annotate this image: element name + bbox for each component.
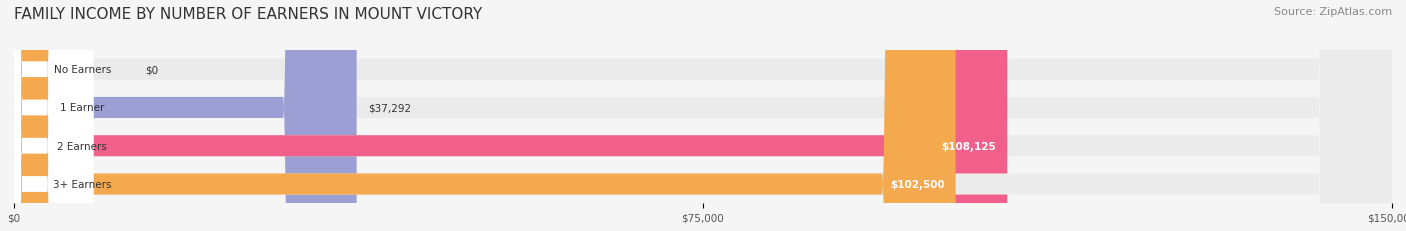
FancyBboxPatch shape (0, 0, 93, 231)
Text: No Earners: No Earners (53, 65, 111, 75)
FancyBboxPatch shape (0, 0, 93, 231)
Text: 3+ Earners: 3+ Earners (53, 179, 111, 189)
FancyBboxPatch shape (0, 0, 93, 231)
Text: $37,292: $37,292 (367, 103, 411, 113)
Text: Source: ZipAtlas.com: Source: ZipAtlas.com (1274, 7, 1392, 17)
Text: $102,500: $102,500 (890, 179, 945, 189)
Text: FAMILY INCOME BY NUMBER OF EARNERS IN MOUNT VICTORY: FAMILY INCOME BY NUMBER OF EARNERS IN MO… (14, 7, 482, 22)
FancyBboxPatch shape (14, 0, 1392, 231)
FancyBboxPatch shape (14, 0, 1392, 231)
FancyBboxPatch shape (14, 0, 1392, 231)
FancyBboxPatch shape (14, 0, 956, 231)
Text: $0: $0 (145, 65, 157, 75)
Text: 1 Earner: 1 Earner (60, 103, 104, 113)
FancyBboxPatch shape (14, 0, 1392, 231)
FancyBboxPatch shape (14, 0, 1007, 231)
Text: 2 Earners: 2 Earners (58, 141, 107, 151)
FancyBboxPatch shape (14, 0, 357, 231)
FancyBboxPatch shape (0, 0, 93, 231)
Text: $108,125: $108,125 (942, 141, 997, 151)
